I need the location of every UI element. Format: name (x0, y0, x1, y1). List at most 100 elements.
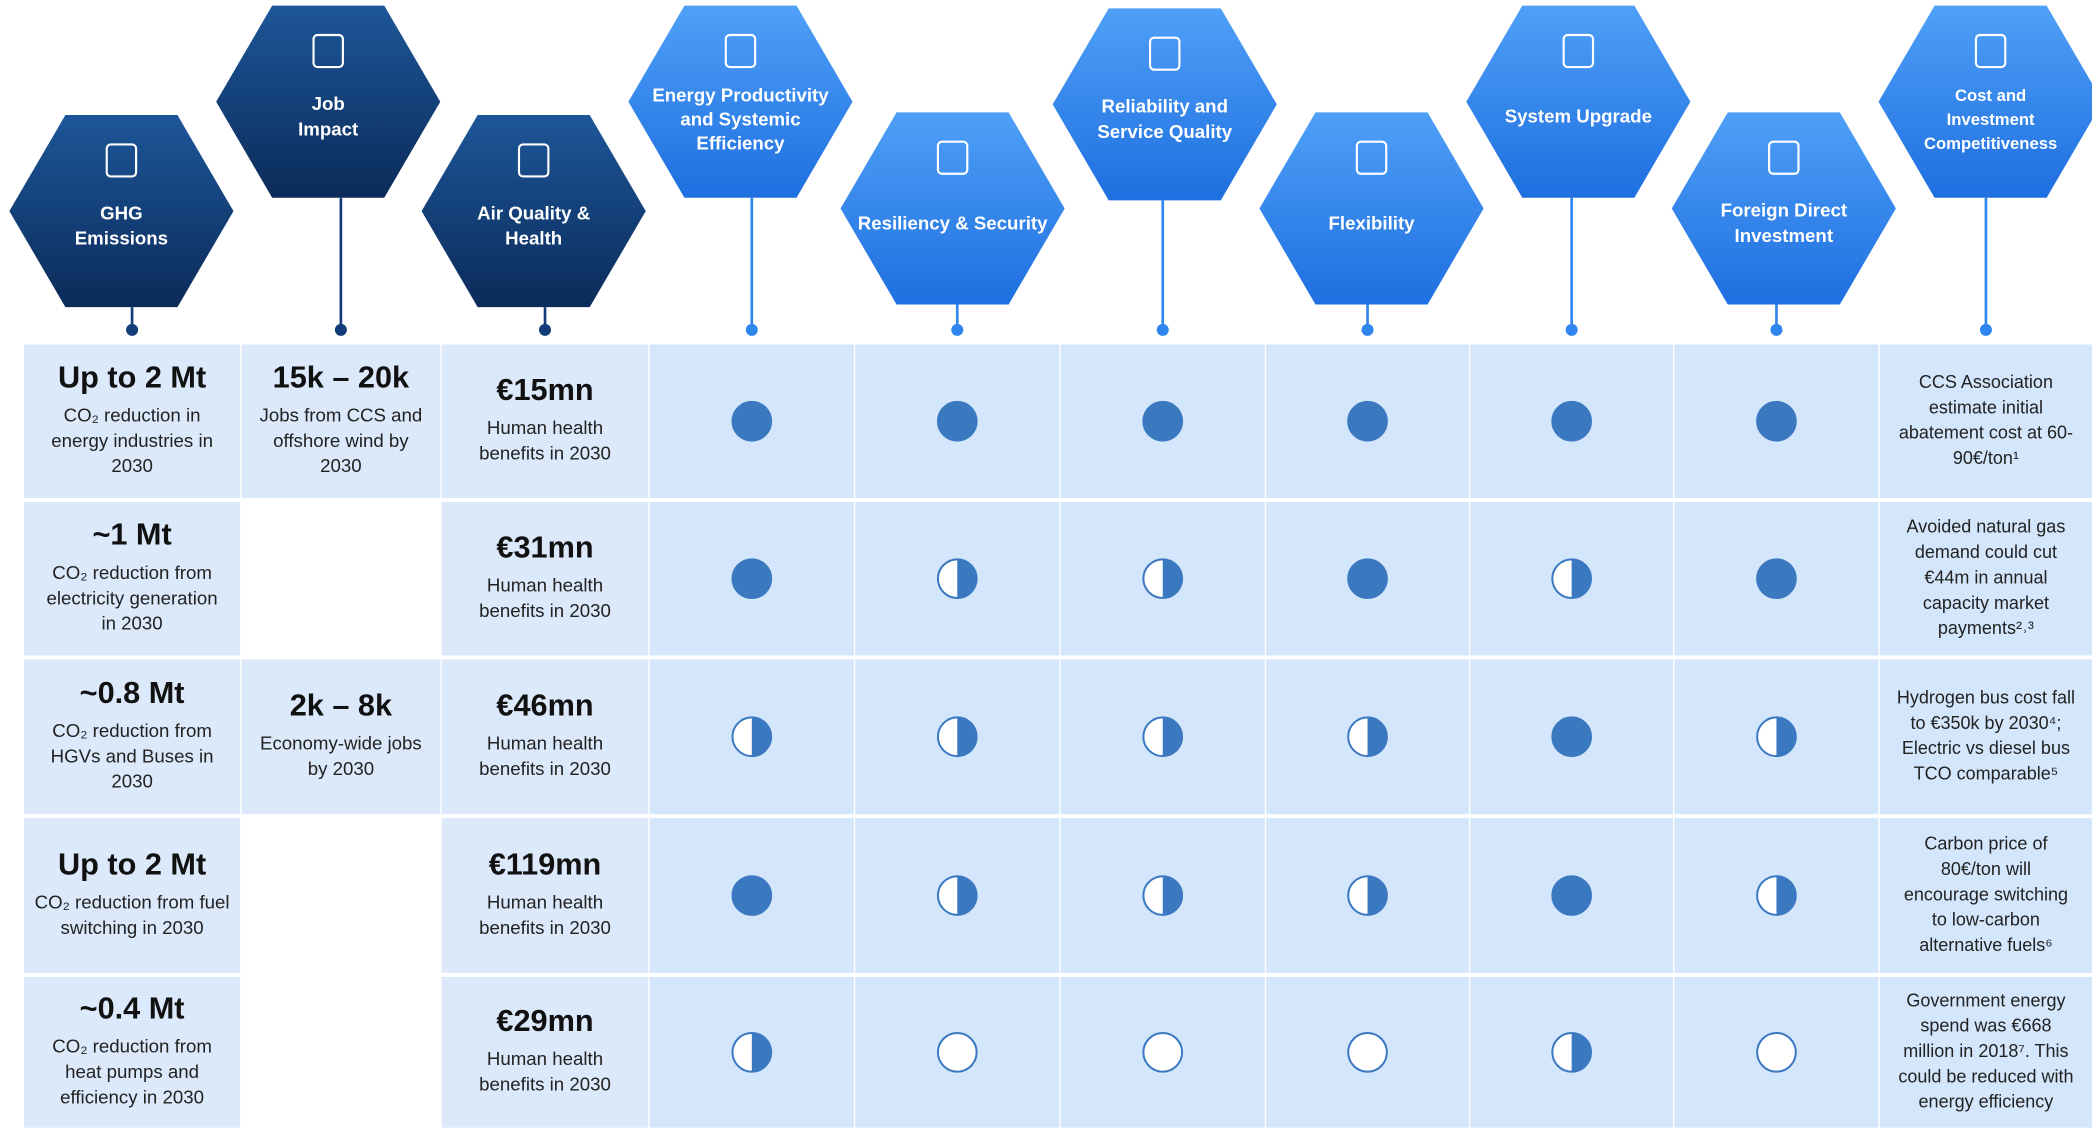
text-line: and Systemic (680, 108, 800, 129)
text-line: CO₂ reduction in (64, 405, 201, 426)
text-line: benefits in 2030 (479, 917, 611, 938)
text-line: Energy Productivity (652, 84, 829, 105)
text-line: Avoided natural gas (1907, 517, 2066, 537)
text-line: Human health (487, 891, 603, 912)
harvey-ball (1348, 401, 1387, 441)
harvey-ball (732, 876, 772, 915)
harvey-ball (1143, 401, 1183, 441)
harvey-ball (1367, 717, 1387, 757)
text-line: Economy-wide jobs (260, 733, 422, 754)
text-line: Investment (1735, 225, 1834, 246)
text-block: Human health benefits in 2030 (479, 417, 611, 463)
text-line: Carbon price of (1924, 834, 2048, 854)
text-block: Cost and Investment Competitiveness (1924, 86, 2057, 153)
text-line: benefits in 2030 (479, 600, 611, 621)
harvey-ball (1162, 717, 1183, 757)
text-block: CO₂ reduction from HGVs and Buses in 2030 (51, 720, 214, 792)
figure: €31mn (496, 529, 593, 564)
text-line: capacity market (1923, 593, 2049, 613)
text-line: heat pumps and (65, 1061, 199, 1082)
icon (1768, 140, 1800, 175)
text-line: Service Quality (1097, 121, 1232, 142)
text-line: could be reduced with (1898, 1066, 2073, 1086)
text-block: Government energy spend was €668 million i… (1898, 990, 2073, 1111)
text-line: €44m in annual (1924, 567, 2047, 587)
text-line: energy industries in (51, 430, 213, 451)
icon (1974, 33, 2007, 69)
figure: ~1 Mt (92, 517, 171, 552)
connector-dot (1565, 323, 1578, 336)
cell (24, 501, 241, 656)
figure: ~0.8 Mt (80, 675, 185, 710)
text-line: Cost and (1955, 86, 2026, 105)
text-line: Reliability and (1102, 96, 1228, 117)
cell (24, 659, 241, 815)
hexagon (9, 115, 234, 308)
harvey-ball (1571, 559, 1592, 599)
figure: €15mn (496, 372, 593, 407)
text-line: million in 2018⁷. This (1903, 1041, 2068, 1061)
cell (24, 976, 241, 1128)
harvey-ball (751, 717, 772, 757)
cell (1879, 501, 2092, 656)
text-line: Jobs from CCS and (259, 405, 422, 426)
text-block: Flexibility (1329, 212, 1416, 233)
icon (724, 33, 757, 69)
text-block: Air Quality & Health (477, 202, 590, 248)
harvey-ball (1552, 876, 1592, 915)
text-line: CO₂ reduction from fuel (35, 891, 230, 912)
text-block: Foreign Direct Investment (1721, 200, 1847, 246)
text-line: CO₂ reduction from (52, 562, 212, 583)
icon (312, 33, 344, 69)
cell (441, 501, 649, 656)
text-line: estimate initial (1929, 397, 2043, 417)
cell (241, 818, 441, 973)
hexagon (1671, 112, 1896, 305)
text-block: CO₂ reduction from electricity generation… (47, 562, 218, 634)
text-block: CO₂ reduction from fuel switching in 2030 (35, 891, 230, 937)
text-block: Human health benefits in 2030 (479, 1048, 611, 1094)
text-line: Government energy (1906, 990, 2065, 1010)
connector-dot (1156, 323, 1169, 336)
connector-dot (1770, 323, 1783, 336)
text-line: by 2030 (308, 758, 374, 779)
text-line: electricity generation (47, 587, 218, 608)
text-line: energy efficiency (1919, 1092, 2054, 1112)
text-block: Economy-wide jobs by 2030 (260, 733, 422, 779)
harvey-ball (937, 401, 977, 441)
harvey-ball (1552, 717, 1592, 757)
text-line: HGVs and Buses in (51, 745, 214, 766)
harvey-ball (957, 559, 977, 599)
text-block: GHG Emissions (75, 202, 168, 248)
connector-dot (951, 323, 964, 336)
text-line: GHG (100, 202, 143, 223)
text-line: Job (312, 93, 345, 114)
figure: €29mn (496, 1003, 593, 1038)
cell (441, 659, 649, 815)
harvey-ball (957, 876, 977, 915)
harvey-ball-outline (1142, 1031, 1184, 1073)
cell (1879, 818, 2092, 973)
text-line: Investment (1947, 110, 2035, 129)
cell (1879, 659, 2092, 815)
text-line: Health (505, 228, 562, 249)
text-line: encourage switching (1904, 884, 2068, 904)
text-line: demand could cut (1915, 542, 2057, 562)
hexagon (216, 5, 441, 198)
harvey-ball (1552, 401, 1592, 441)
cell (441, 818, 649, 973)
cell (241, 501, 441, 656)
icon (1148, 36, 1181, 71)
harvey-ball-outline (1756, 1031, 1797, 1073)
harvey-ball (732, 401, 772, 441)
text-line: Human health (487, 733, 603, 754)
text-line: benefits in 2030 (479, 443, 611, 464)
cell (24, 818, 241, 973)
text-line: 2030 (111, 455, 153, 476)
cell (1879, 976, 2092, 1128)
text-line: CO₂ reduction from (52, 1036, 212, 1057)
text-line: Air Quality & (477, 202, 590, 223)
hexagon (840, 112, 1065, 305)
text-line: Human health (487, 1048, 603, 1069)
